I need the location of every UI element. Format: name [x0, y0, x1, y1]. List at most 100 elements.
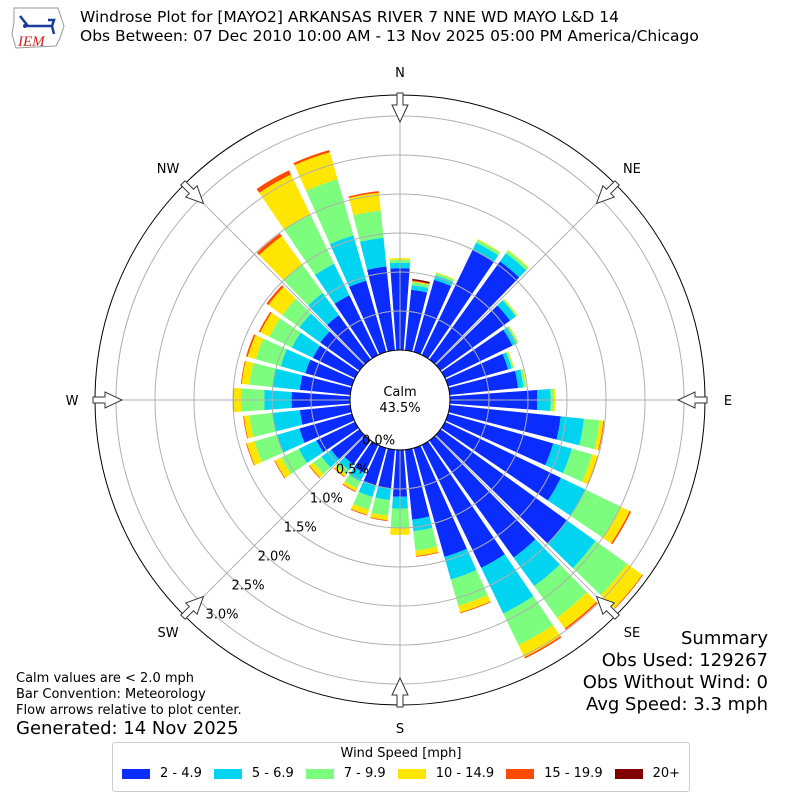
direction-bar [445, 351, 515, 387]
legend-item: 7 - 9.9 [305, 766, 386, 781]
bar-segment [476, 239, 501, 256]
bar-segment [358, 481, 376, 497]
direction-bar [256, 170, 379, 359]
bar-segment [320, 331, 365, 371]
bar-segment [556, 416, 584, 446]
bar-segment [272, 410, 303, 432]
chart-title: Windrose Plot for [MAYO2] ARKANSAS RIVER… [80, 8, 699, 46]
direction-bar [441, 325, 519, 379]
bar-segment [327, 315, 371, 365]
direction-bar [246, 413, 355, 466]
bar-segment [497, 300, 516, 321]
bar-segment [421, 249, 494, 359]
bar-segment [375, 486, 392, 501]
bar-segment [353, 210, 384, 242]
bar-segment [371, 497, 390, 516]
direction-bar [429, 250, 529, 365]
bar-segment [266, 285, 284, 306]
calm-percent: 43.5% [379, 401, 420, 416]
bar-segment [472, 242, 499, 262]
bar-segment [435, 272, 455, 280]
bar-segment [260, 312, 280, 337]
bar-segment [421, 441, 505, 568]
summary-title: Summary [681, 628, 768, 649]
bar-segment [333, 467, 345, 478]
bar-segment [339, 457, 354, 471]
bar-segment [246, 334, 256, 357]
bar-segment [342, 483, 356, 493]
bar-segment [412, 280, 430, 285]
legend-swatch [305, 768, 334, 779]
iem-logo: IEM [8, 4, 66, 50]
calm-note: Calm values are < 2.0 mph [16, 671, 195, 686]
bar-segment [614, 574, 643, 609]
bar-segment [505, 250, 529, 271]
bar-segment [547, 520, 596, 569]
bar-segment [282, 298, 312, 328]
direction-bar [256, 233, 371, 365]
compass-label-se: SE [624, 626, 640, 641]
bar-segment [350, 508, 368, 516]
plot-notes: Calm values are < 2.0 mph Bar Convention… [16, 671, 242, 719]
radial-tick-label: 2.0% [258, 549, 291, 564]
legend-swatch [397, 768, 426, 779]
bar-segment [249, 412, 276, 438]
legend-label: 10 - 14.9 [435, 766, 495, 781]
bar-segment [256, 233, 282, 256]
direction-bar [445, 413, 599, 485]
bar-segment [564, 601, 598, 630]
bar-segment [294, 152, 338, 191]
radial-tick-label: 1.0% [310, 491, 343, 506]
bar-segment [444, 548, 477, 580]
bar-segment [411, 281, 430, 285]
bar-segment [502, 299, 518, 317]
bar-segment [299, 413, 355, 443]
bar-segment [342, 481, 358, 492]
bar-segment [429, 261, 520, 365]
legend-item: 5 - 6.9 [213, 766, 294, 781]
bar-segment [308, 465, 320, 479]
bar-segment [258, 311, 272, 333]
direction-bar [435, 429, 643, 609]
bar-segment [329, 235, 367, 287]
legend-items: 2 - 4.9 5 - 6.9 7 - 9.9 10 - 14.9 15 - 19.9 2… [113, 766, 689, 781]
calm-circle [349, 349, 451, 451]
bar-segment [281, 448, 308, 475]
direction-bar [448, 405, 605, 451]
bar-segment [518, 625, 561, 658]
legend-title: Wind Speed [mph] [340, 746, 462, 761]
flow-arrow-icon [676, 391, 708, 409]
bar-segment [272, 368, 303, 390]
bar-segment [276, 428, 305, 453]
bar-segment [370, 512, 389, 521]
bar-segment [284, 214, 335, 275]
compass-label-w: W [66, 394, 79, 409]
bar-segment [460, 601, 491, 614]
bar-segment [247, 335, 264, 360]
bar-segment [513, 539, 560, 587]
direction-bar [308, 429, 365, 479]
bar-segment [249, 362, 276, 388]
bar-segment [274, 457, 291, 479]
bar-segment [348, 191, 379, 199]
bar-segment [499, 253, 527, 278]
obs-without-wind: Obs Without Wind: 0 [582, 672, 768, 693]
bar-segment [415, 546, 439, 557]
summary-box: Summary Obs Used: 129267 Obs Without Win… [583, 628, 768, 716]
bar-segment [405, 448, 430, 520]
bar-segment [274, 460, 286, 479]
bar-segment [351, 503, 369, 515]
flow-arrow-icon [595, 595, 620, 620]
direction-bar [266, 285, 365, 371]
legend-swatch [121, 768, 150, 779]
direction-bar [405, 448, 439, 557]
bar-segment [570, 489, 621, 538]
bar-segment [353, 491, 373, 510]
speed-legend: Wind Speed [mph] 2 - 4.9 5 - 6.9 7 - 9.9 10… [112, 742, 690, 792]
bar-segment [305, 179, 354, 245]
bar-segment [344, 474, 361, 489]
direction-bar [421, 441, 562, 659]
grid-spoke [435, 183, 617, 365]
bar-segment [344, 435, 371, 465]
